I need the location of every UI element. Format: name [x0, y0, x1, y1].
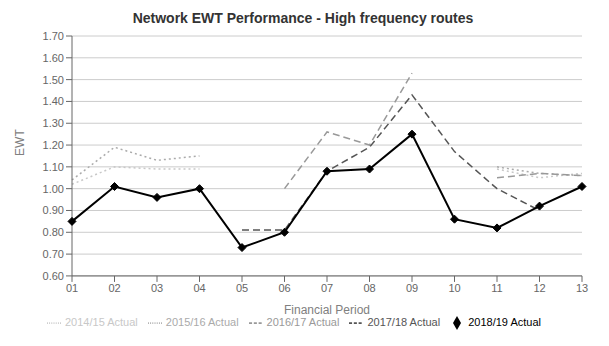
svg-text:07: 07 — [321, 282, 333, 294]
svg-text:01: 01 — [66, 282, 78, 294]
svg-text:02: 02 — [108, 282, 120, 294]
svg-text:05: 05 — [236, 282, 248, 294]
svg-text:1.40: 1.40 — [43, 95, 64, 107]
svg-text:08: 08 — [363, 282, 375, 294]
svg-text:06: 06 — [278, 282, 290, 294]
svg-text:11: 11 — [491, 282, 502, 294]
html-text:2014/15 Actual: 2014/15 Actual — [65, 315, 138, 328]
svg-text:1.20: 1.20 — [43, 139, 64, 151]
svg-text:10: 10 — [448, 282, 460, 294]
html-text:Network EWT Performance - High: Network EWT Performance - High frequency… — [132, 10, 474, 26]
svg-text:1.50: 1.50 — [43, 74, 64, 86]
svg-text:1.70: 1.70 — [43, 30, 64, 42]
svg-text:12: 12 — [533, 282, 545, 294]
html-text:2016/17 Actual: 2016/17 Actual — [266, 315, 340, 328]
svg-text:0.60: 0.60 — [43, 270, 64, 282]
svg-text:0.80: 0.80 — [43, 226, 64, 238]
svg-text:04: 04 — [193, 282, 205, 294]
svg-text:0.90: 0.90 — [43, 204, 64, 216]
html-text:2017/18 Actual: 2017/18 Actual — [367, 315, 441, 328]
svg-text:13: 13 — [576, 282, 588, 294]
svg-text:1.10: 1.10 — [43, 161, 64, 173]
svg-text:0.70: 0.70 — [43, 248, 64, 260]
svg-text:Financial Period: Financial Period — [284, 303, 370, 317]
html-text:2018/19 Actual: 2018/19 Actual — [468, 315, 541, 328]
svg-text:EWT: EWT — [13, 129, 27, 156]
svg-text:09: 09 — [406, 282, 418, 294]
svg-text:1.30: 1.30 — [43, 117, 64, 129]
svg-text:03: 03 — [151, 282, 163, 294]
svg-text:1.00: 1.00 — [43, 183, 64, 195]
svg-text:1.60: 1.60 — [43, 52, 64, 64]
html-text:2015/16 Actual: 2015/16 Actual — [165, 315, 239, 328]
